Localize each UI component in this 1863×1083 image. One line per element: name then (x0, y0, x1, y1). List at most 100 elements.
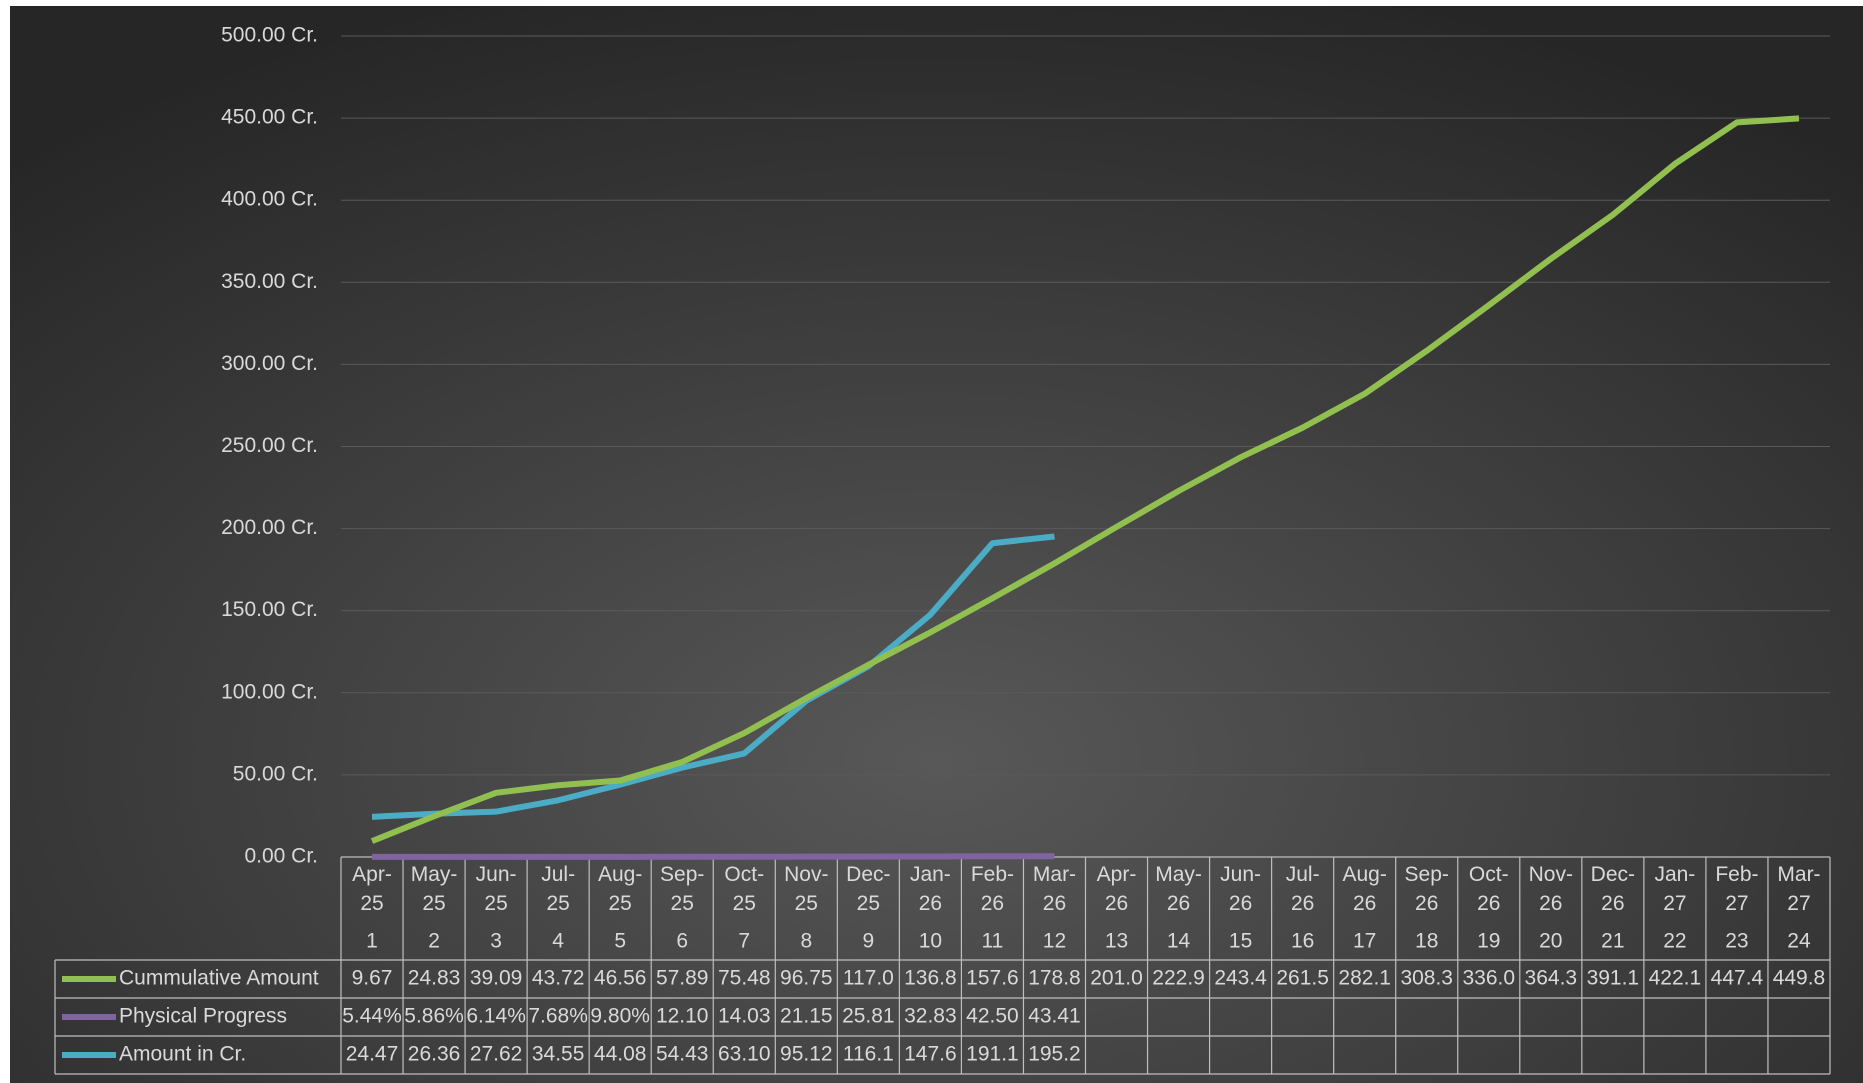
table-value: 32.83 (904, 1005, 957, 1028)
table-value: 24.83 (408, 967, 461, 990)
y-tick-label: 450.00 Cr. (221, 106, 318, 129)
x-tick-label: Apr-26 (1097, 863, 1137, 915)
period-label: 19 (1477, 930, 1500, 953)
table-value: 136.8 (904, 967, 957, 990)
period-label: 6 (676, 930, 688, 953)
x-tick-label: Sep-25 (660, 863, 704, 915)
table-value: 117.0 (843, 967, 894, 990)
table-value: 57.89 (656, 967, 709, 990)
y-tick-label: 50.00 Cr. (233, 762, 318, 785)
y-tick-label: 0.00 Cr. (244, 845, 318, 868)
table-value: 116.1 (843, 1043, 894, 1066)
period-label: 5 (614, 930, 626, 953)
y-tick-label: 100.00 Cr. (221, 680, 318, 703)
table-value: 147.6 (904, 1043, 957, 1066)
table-value: 261.5 (1276, 967, 1329, 990)
table-value: 391.1 (1587, 967, 1640, 990)
period-label: 18 (1415, 930, 1438, 953)
table-value: 201.0 (1090, 967, 1143, 990)
x-tick-label: Jan-27 (1654, 863, 1695, 915)
period-label: 1 (366, 930, 378, 953)
period-label: 10 (919, 930, 942, 953)
table-value: 39.09 (470, 967, 523, 990)
y-tick-label: 500.00 Cr. (221, 24, 318, 47)
x-tick-label: Mar-27 (1777, 863, 1820, 915)
period-label: 3 (490, 930, 502, 953)
table-value: 24.47 (346, 1043, 399, 1066)
x-tick-label: Jul-26 (1286, 863, 1320, 915)
table-value: 282.1 (1338, 967, 1391, 990)
x-tick-label: Jul-25 (541, 863, 575, 915)
legend-label: Physical Progress (119, 1005, 287, 1028)
period-label: 12 (1043, 930, 1066, 953)
table-value: 364.3 (1525, 967, 1578, 990)
x-tick-label: May-25 (411, 863, 458, 915)
period-label: 7 (738, 930, 750, 953)
table-value: 42.50 (966, 1005, 1019, 1028)
period-label: 22 (1663, 930, 1686, 953)
period-label: 4 (552, 930, 564, 953)
period-label: 9 (863, 930, 875, 953)
table-value: 5.86% (404, 1005, 464, 1028)
table-value: 5.44% (342, 1005, 402, 1028)
period-label: 13 (1105, 930, 1128, 953)
x-tick-label: May-26 (1155, 863, 1202, 915)
series-line (372, 853, 1055, 860)
y-tick-label: 400.00 Cr. (221, 188, 318, 211)
x-tick-label: Oct-25 (724, 863, 764, 915)
period-label: 17 (1353, 930, 1376, 953)
table-value: 9.80% (590, 1005, 650, 1028)
table-value: 95.12 (780, 1043, 833, 1066)
table-value: 27.62 (470, 1043, 523, 1066)
x-tick-label: Feb-27 (1715, 863, 1758, 915)
table-value: 447.4 (1711, 967, 1764, 990)
y-tick-label: 200.00 Cr. (221, 516, 318, 539)
table-value: 7.68% (528, 1005, 588, 1028)
period-label: 14 (1167, 930, 1191, 953)
table-value: 157.6 (966, 967, 1019, 990)
x-tick-label: Nov-25 (784, 863, 828, 915)
table-value: 96.75 (780, 967, 833, 990)
table-value: 43.41 (1028, 1005, 1081, 1028)
x-tick-label: Jan-26 (910, 863, 951, 915)
table-value: 9.67 (352, 967, 393, 990)
table-value: 21.15 (780, 1005, 833, 1028)
x-tick-label: Apr-25 (352, 863, 392, 915)
x-tick-label: Oct-26 (1469, 863, 1509, 915)
series-line (371, 533, 1055, 820)
table-value: 222.9 (1152, 967, 1205, 990)
x-tick-label: Aug-25 (598, 863, 642, 915)
period-label: 11 (982, 930, 1004, 953)
table-value: 14.03 (718, 1005, 771, 1028)
x-tick-label: Aug-26 (1343, 863, 1387, 915)
legend-label: Amount in Cr. (119, 1043, 246, 1066)
table-value: 43.72 (532, 967, 585, 990)
x-tick-label: Jun-25 (476, 863, 517, 915)
period-label: 8 (800, 930, 812, 953)
x-tick-label: Jun-26 (1220, 863, 1261, 915)
table-value: 54.43 (656, 1043, 709, 1066)
period-label: 24 (1787, 930, 1811, 953)
y-tick-label: 150.00 Cr. (221, 598, 318, 621)
x-tick-label: Feb-26 (971, 863, 1014, 915)
table-value: 44.08 (594, 1043, 647, 1066)
table-value: 195.2 (1028, 1043, 1081, 1066)
x-tick-label: Sep-26 (1405, 863, 1449, 915)
period-label: 21 (1601, 930, 1624, 953)
table-value: 63.10 (718, 1043, 771, 1066)
series-line (370, 115, 1800, 844)
x-tick-label: Dec-25 (846, 863, 890, 915)
table-value: 26.36 (408, 1043, 461, 1066)
period-label: 23 (1725, 930, 1748, 953)
table-value: 12.10 (656, 1005, 709, 1028)
table-value: 422.1 (1649, 967, 1702, 990)
table-value: 46.56 (594, 967, 647, 990)
y-tick-label: 300.00 Cr. (221, 352, 318, 375)
table-value: 75.48 (718, 967, 771, 990)
table-value: 6.14% (466, 1005, 526, 1028)
x-tick-label: Dec-26 (1591, 863, 1635, 915)
chart-background (10, 6, 1863, 1083)
table-value: 25.81 (842, 1005, 895, 1028)
x-tick-label: Nov-26 (1529, 863, 1573, 915)
period-label: 20 (1539, 930, 1562, 953)
